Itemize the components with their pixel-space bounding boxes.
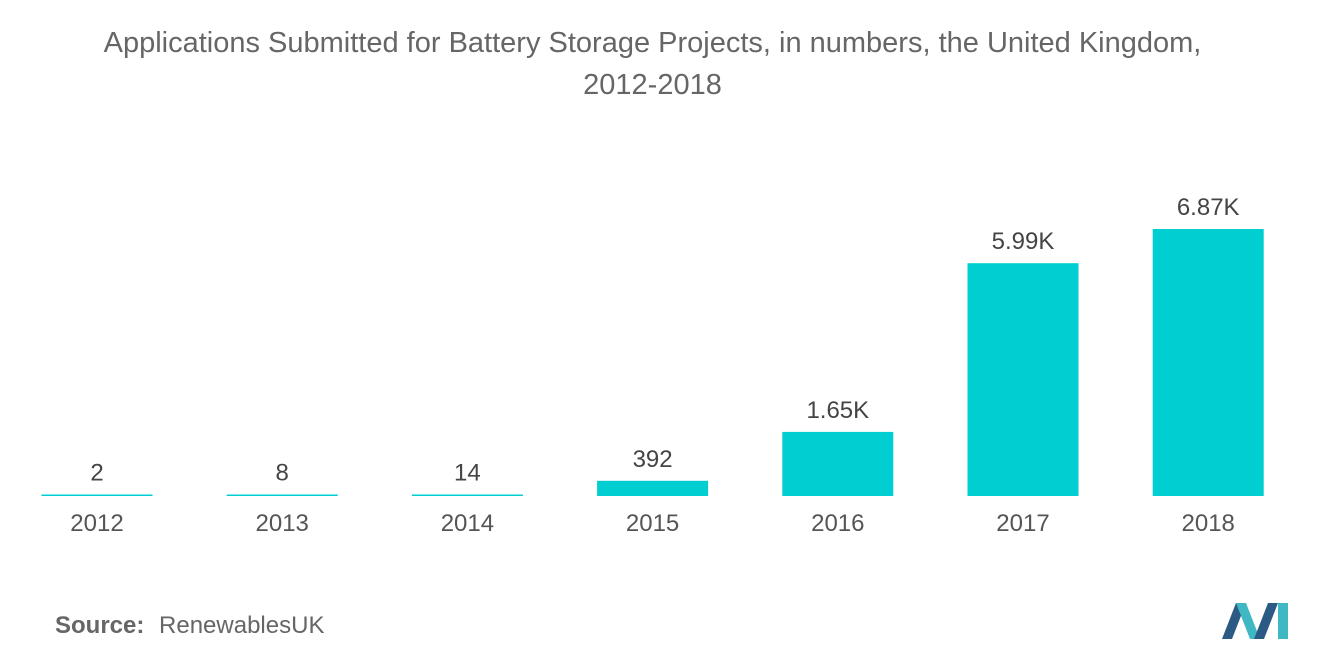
source-note: Source: RenewablesUK <box>55 612 324 640</box>
x-tick-label-2012: 2012 <box>70 510 123 537</box>
data-label-2014: 14 <box>454 460 481 487</box>
bar-2014 <box>411 494 523 496</box>
source-label: Source: <box>55 612 145 639</box>
x-tick-label-2018: 2018 <box>1182 510 1235 537</box>
chart-title-line-1: Applications Submitted for Battery Stora… <box>103 27 1202 59</box>
data-label-2018: 6.87K <box>1177 194 1240 221</box>
source-value: RenewablesUK <box>159 612 325 639</box>
data-label-2017: 5.99K <box>992 228 1055 255</box>
x-tick-label-2016: 2016 <box>811 510 864 537</box>
data-label-2012: 2 <box>90 460 103 487</box>
data-label-2015: 392 <box>633 446 673 473</box>
x-tick-label-2014: 2014 <box>441 510 494 537</box>
data-label-2016: 1.65K <box>806 397 869 424</box>
brand-logo-icon <box>1222 603 1288 639</box>
bar-2017 <box>967 263 1079 496</box>
bar-2012 <box>41 494 153 496</box>
chart-title: Applications Submitted for Battery Stora… <box>0 22 1305 106</box>
bar-2015 <box>597 480 709 496</box>
bar-2018 <box>1152 229 1264 496</box>
x-tick-label-2013: 2013 <box>256 510 309 537</box>
x-tick-label-2017: 2017 <box>996 510 1049 537</box>
bar-2013 <box>226 494 338 496</box>
x-tick-label-2015: 2015 <box>626 510 679 537</box>
bar-2016 <box>782 431 894 496</box>
bars-layer: 2 2012 8 2013 14 2014 392 2015 1.65K 2016 5.99K 201… <box>41 194 1264 537</box>
chart-title-line-2: 2012-2018 <box>583 69 722 101</box>
data-label-2013: 8 <box>276 460 289 487</box>
